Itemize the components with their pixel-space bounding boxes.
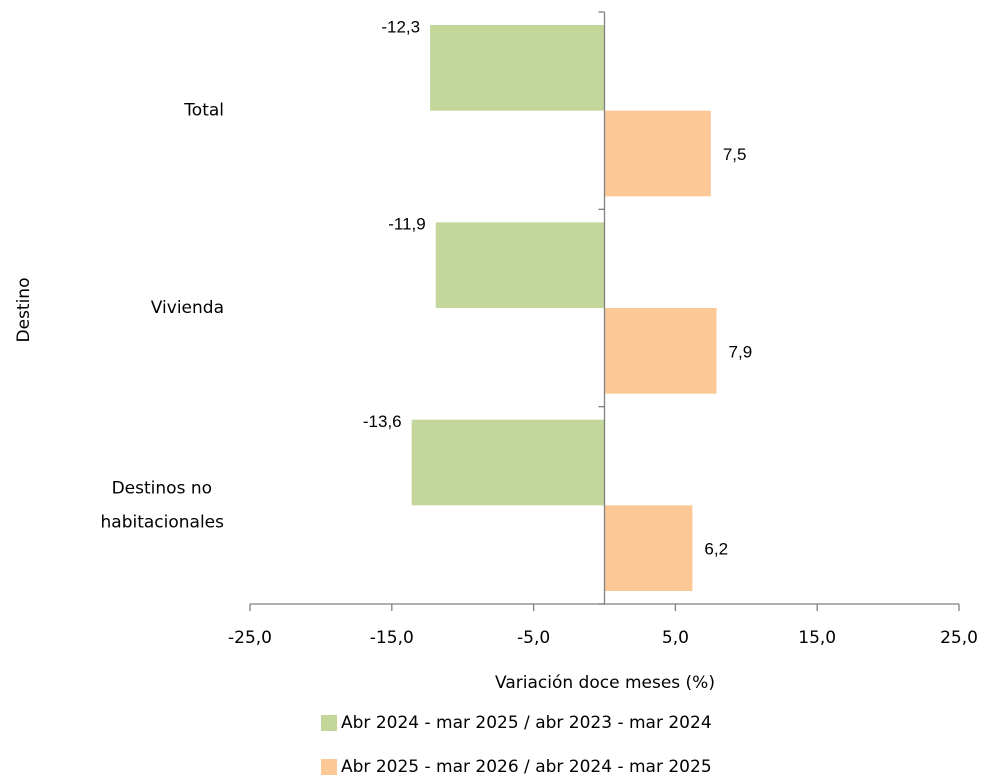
bar [604, 308, 717, 394]
y-tick-label: Total [183, 101, 224, 121]
data-label: 6,2 [704, 540, 728, 559]
data-label: -12,3 [381, 17, 420, 36]
legend-swatch [321, 759, 337, 775]
label-line: habitacionales [101, 512, 225, 532]
x-axis-label: Variación doce meses (%) [495, 673, 715, 693]
label-line: Destinos no [112, 478, 212, 498]
x-tick-label: 25,0 [940, 628, 978, 648]
y-tick-label: Vivienda [151, 298, 224, 318]
data-label: 7,9 [729, 342, 753, 361]
bar [430, 25, 605, 111]
x-tick-label: 15,0 [798, 628, 836, 648]
x-tick-label: 5,0 [662, 628, 689, 648]
legend-label: Abr 2025 - mar 2026 / abr 2024 - mar 202… [341, 757, 712, 777]
x-tick-label: -25,0 [228, 628, 272, 648]
legend-swatch [321, 715, 337, 731]
data-label: -13,6 [363, 412, 402, 431]
x-tick-label: -15,0 [370, 628, 414, 648]
bar [604, 505, 693, 591]
data-label: 7,5 [723, 145, 747, 164]
data-label: -11,9 [388, 215, 426, 234]
y-axis-label: Destino [14, 278, 34, 343]
bar [435, 222, 605, 308]
bar [411, 419, 605, 506]
legend-label: Abr 2024 - mar 2025 / abr 2023 - mar 202… [341, 713, 712, 733]
x-tick-label: -5,0 [517, 628, 550, 648]
y-tick-label: Destinos no habitacionales [101, 478, 225, 532]
bar [604, 110, 711, 197]
